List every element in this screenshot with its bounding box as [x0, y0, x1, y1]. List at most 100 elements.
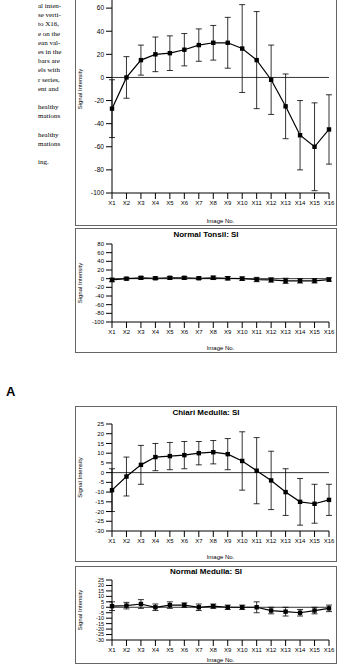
svg-text:X12: X12: [266, 538, 277, 544]
svg-text:-10: -10: [95, 489, 104, 495]
svg-text:X16: X16: [324, 538, 331, 544]
svg-text:-30: -30: [96, 637, 104, 643]
svg-text:X16: X16: [324, 200, 331, 206]
svg-text:-5: -5: [99, 479, 105, 485]
svg-text:10: 10: [98, 593, 104, 599]
svg-text:X16: X16: [324, 329, 331, 335]
svg-text:-25: -25: [95, 518, 104, 524]
svg-text:-60: -60: [95, 302, 104, 308]
svg-text:15: 15: [98, 588, 104, 594]
svg-text:X15: X15: [309, 200, 320, 206]
svg-text:X3: X3: [137, 200, 145, 206]
svg-text:X4: X4: [152, 538, 160, 544]
svg-text:X9: X9: [224, 538, 232, 544]
svg-text:X11: X11: [252, 329, 263, 335]
svg-text:X2: X2: [123, 647, 131, 653]
svg-text:0: 0: [100, 74, 104, 81]
svg-text:-20: -20: [95, 509, 104, 515]
svg-text:-20: -20: [95, 97, 105, 104]
svg-text:Image No.: Image No.: [207, 345, 235, 351]
svg-text:Image No.: Image No.: [207, 657, 235, 663]
svg-text:X7: X7: [195, 329, 203, 335]
svg-text:20: 20: [97, 267, 104, 273]
svg-text:80: 80: [97, 241, 104, 247]
svg-text:X9: X9: [224, 329, 232, 335]
svg-text:X10: X10: [237, 329, 248, 335]
svg-text:0: 0: [101, 470, 105, 476]
svg-text:X15: X15: [309, 647, 320, 653]
svg-text:X8: X8: [210, 329, 218, 335]
svg-text:X5: X5: [166, 329, 174, 335]
svg-text:25: 25: [97, 421, 104, 427]
svg-text:Image No.: Image No.: [207, 554, 235, 560]
svg-text:X4: X4: [152, 647, 160, 653]
svg-text:X8: X8: [210, 200, 218, 206]
svg-text:X1: X1: [108, 538, 116, 544]
svg-text:X7: X7: [195, 538, 203, 544]
svg-text:-60: -60: [95, 143, 105, 150]
svg-text:X10: X10: [237, 647, 248, 653]
svg-text:Signal Intensity: Signal Intensity: [77, 69, 83, 110]
svg-text:-15: -15: [96, 621, 104, 627]
svg-text:X13: X13: [280, 200, 291, 206]
svg-text:X7: X7: [195, 647, 203, 653]
svg-text:Signal Intensity: Signal Intensity: [77, 590, 83, 631]
svg-text:-100: -100: [92, 319, 105, 325]
svg-text:X9: X9: [224, 647, 232, 653]
svg-text:-15: -15: [95, 499, 104, 505]
svg-text:-20: -20: [96, 626, 104, 632]
svg-text:X1: X1: [108, 329, 116, 335]
svg-text:X13: X13: [280, 647, 291, 653]
svg-text:X5: X5: [166, 200, 174, 206]
svg-text:-100: -100: [91, 189, 104, 196]
svg-text:X13: X13: [280, 538, 291, 544]
svg-text:X8: X8: [210, 538, 218, 544]
svg-text:10: 10: [97, 450, 104, 456]
svg-text:-30: -30: [95, 528, 104, 534]
svg-text:-40: -40: [95, 293, 104, 299]
svg-text:15: 15: [97, 441, 104, 447]
svg-text:X6: X6: [181, 647, 189, 653]
svg-text:X15: X15: [309, 329, 320, 335]
svg-text:X10: X10: [237, 200, 248, 206]
svg-text:-10: -10: [96, 615, 104, 621]
svg-text:X12: X12: [266, 647, 277, 653]
svg-text:X13: X13: [280, 329, 291, 335]
svg-text:X6: X6: [181, 538, 189, 544]
svg-text:X4: X4: [152, 200, 160, 206]
svg-text:-80: -80: [95, 166, 105, 173]
svg-text:20: 20: [97, 431, 104, 437]
svg-text:X10: X10: [237, 538, 248, 544]
svg-text:0: 0: [101, 276, 105, 282]
svg-text:-5: -5: [99, 610, 104, 616]
svg-text:X14: X14: [295, 329, 306, 335]
svg-text:X8: X8: [210, 647, 218, 653]
svg-text:X12: X12: [266, 329, 277, 335]
svg-text:-40: -40: [95, 120, 105, 127]
svg-text:40: 40: [97, 28, 105, 35]
svg-text:X5: X5: [166, 538, 174, 544]
svg-text:X3: X3: [137, 329, 145, 335]
svg-text:25: 25: [98, 577, 104, 583]
svg-text:X11: X11: [252, 647, 263, 653]
svg-text:X1: X1: [108, 200, 116, 206]
svg-text:X11: X11: [252, 200, 263, 206]
svg-text:X3: X3: [137, 647, 145, 653]
svg-text:X5: X5: [166, 647, 174, 653]
svg-text:X16: X16: [324, 647, 331, 653]
svg-text:X14: X14: [295, 647, 306, 653]
svg-text:X2: X2: [123, 200, 131, 206]
svg-text:X12: X12: [266, 200, 277, 206]
svg-text:60: 60: [97, 250, 104, 256]
svg-text:20: 20: [97, 51, 105, 58]
svg-text:X4: X4: [152, 329, 160, 335]
svg-text:0: 0: [101, 604, 104, 610]
svg-text:X11: X11: [252, 538, 263, 544]
svg-text:Signal Intensity: Signal Intensity: [77, 263, 83, 304]
svg-text:X15: X15: [309, 538, 320, 544]
svg-text:X7: X7: [195, 200, 203, 206]
svg-text:-25: -25: [96, 631, 104, 637]
svg-text:X1: X1: [108, 647, 116, 653]
svg-text:X14: X14: [295, 200, 306, 206]
svg-text:X2: X2: [123, 538, 131, 544]
